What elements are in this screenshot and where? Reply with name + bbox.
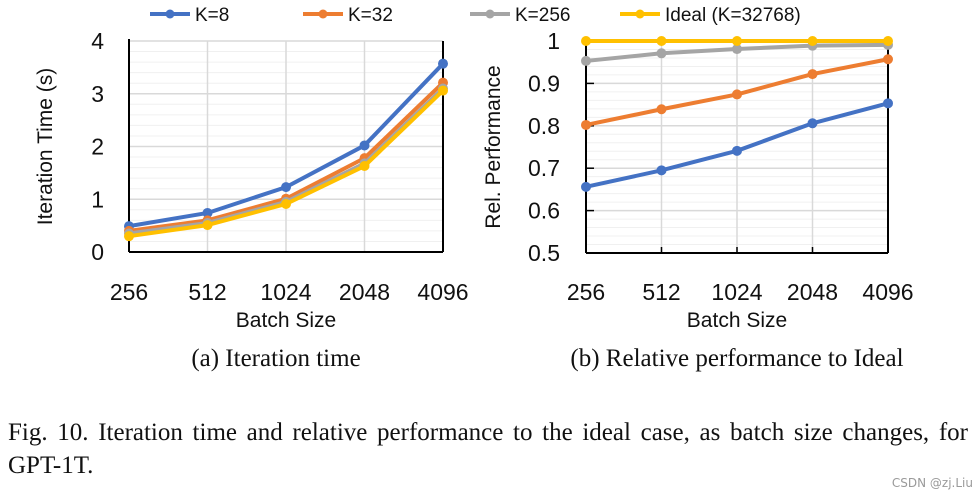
legend-label-2: K=256 xyxy=(515,5,570,26)
data-point xyxy=(438,85,448,96)
x-tick-label: 512 xyxy=(188,279,226,305)
x-tick-label: 256 xyxy=(567,279,605,305)
data-point xyxy=(581,119,591,130)
x-tick-label: 2048 xyxy=(339,279,390,305)
legend-label-3: Ideal (K=32768) xyxy=(665,5,801,26)
y-tick-label: 0 xyxy=(91,239,104,265)
data-point xyxy=(656,36,667,46)
data-point xyxy=(807,36,818,46)
data-point xyxy=(124,231,134,242)
data-point xyxy=(438,58,448,69)
watermark: CSDN @zj.Liu xyxy=(891,476,973,490)
x-tick-label: 1024 xyxy=(711,279,762,305)
x-tick-label: 2048 xyxy=(787,279,838,305)
y-tick-label: 2 xyxy=(91,134,104,160)
legend-label-0: K=8 xyxy=(195,5,229,26)
data-point xyxy=(883,98,893,109)
data-point xyxy=(883,54,893,65)
x-axis-label: Batch Size xyxy=(236,309,336,332)
data-point xyxy=(359,161,370,172)
data-point xyxy=(732,36,742,46)
data-point xyxy=(656,165,667,176)
figure-caption: Fig. 10. Iteration time and relative per… xyxy=(8,419,968,479)
data-point xyxy=(202,207,213,218)
data-point xyxy=(281,182,291,193)
legend-label-1: K=32 xyxy=(348,5,393,26)
data-point xyxy=(656,48,667,59)
y-axis-label: Iteration Time (s) xyxy=(34,68,57,226)
x-tick-label: 4096 xyxy=(862,279,913,305)
legend-marker-0 xyxy=(165,9,175,19)
data-point xyxy=(883,36,893,46)
y-tick-label: 0.7 xyxy=(528,155,560,181)
y-axis-label: Rel. Performance xyxy=(482,65,505,228)
y-tick-label: 3 xyxy=(91,81,104,107)
data-point xyxy=(281,198,291,209)
y-tick-label: 0.9 xyxy=(528,70,560,96)
data-point xyxy=(732,89,742,100)
x-tick-label: 256 xyxy=(110,279,148,305)
data-point xyxy=(359,140,370,151)
data-point xyxy=(656,104,667,115)
y-tick-label: 0.6 xyxy=(528,198,560,224)
y-tick-label: 0.5 xyxy=(528,240,560,266)
data-point xyxy=(732,44,742,55)
subcaption: (b) Relative performance to Ideal xyxy=(570,345,903,372)
data-point xyxy=(202,220,213,231)
y-tick-label: 1 xyxy=(91,186,104,212)
x-tick-label: 1024 xyxy=(260,279,311,305)
data-point xyxy=(807,69,818,80)
y-tick-label: 1 xyxy=(547,28,560,54)
data-point xyxy=(732,145,742,156)
y-tick-label: 4 xyxy=(91,28,104,54)
x-axis-label: Batch Size xyxy=(687,309,787,332)
data-point xyxy=(581,181,591,192)
data-point xyxy=(581,36,591,46)
x-tick-label: 512 xyxy=(642,279,680,305)
legend-marker-2 xyxy=(485,9,495,19)
data-point xyxy=(581,55,591,66)
y-tick-label: 0.8 xyxy=(528,113,560,139)
data-point xyxy=(807,118,818,129)
subcaption: (a) Iteration time xyxy=(191,345,360,372)
legend-marker-3 xyxy=(635,9,645,19)
x-tick-label: 4096 xyxy=(417,279,468,305)
legend-marker-1 xyxy=(318,9,328,19)
